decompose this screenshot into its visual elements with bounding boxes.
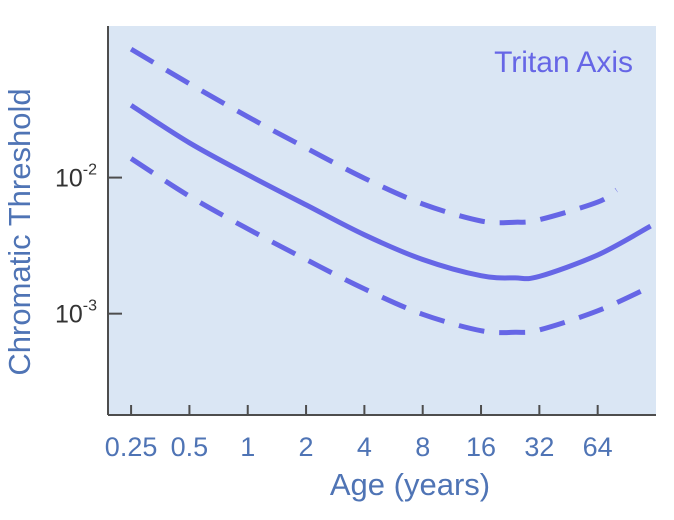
x-tick-label: 1	[240, 432, 255, 462]
x-ticks: 0.25 0.5 1 2 4 8 16 32 64	[105, 405, 613, 462]
x-tick-label: 32	[524, 432, 554, 462]
y-ticks: 10-2 10-3	[55, 162, 122, 329]
series-layer	[129, 46, 652, 336]
x-tick-label: 4	[357, 432, 372, 462]
solid-series-line-0	[129, 103, 652, 282]
y-axis-label: Chromatic Threshold	[2, 88, 37, 375]
x-tick-label: 0.5	[171, 432, 209, 462]
x-tick-label: 2	[299, 432, 314, 462]
chart-annotation: Tritan Axis	[494, 46, 633, 79]
x-tick-label: 0.25	[105, 432, 158, 462]
dashed-series-line-2	[129, 156, 652, 336]
plot-background	[108, 26, 656, 415]
dashed-series-line-1	[129, 46, 619, 226]
y-tick-label: 10-2	[55, 162, 97, 193]
y-tick-label: 10-3	[55, 298, 97, 329]
x-tick-label: 8	[415, 432, 430, 462]
x-tick-label: 64	[583, 432, 613, 462]
x-tick-label: 16	[466, 432, 496, 462]
x-axis-label: Age (years)	[330, 467, 490, 502]
